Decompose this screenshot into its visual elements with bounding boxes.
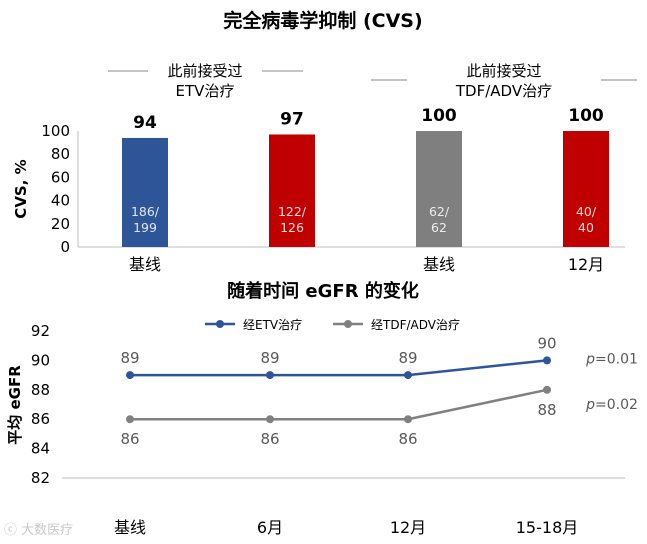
watermark: ⓒ 大数医疗	[4, 519, 73, 538]
bar	[269, 134, 315, 247]
line-category-label: 15-18月	[516, 518, 579, 537]
line-y-axis-label: 平均 eGFR	[6, 365, 24, 445]
data-point	[404, 371, 412, 380]
series-line	[130, 359, 548, 377]
bar-y-axis: 0 20 40 60 80 100	[41, 122, 79, 256]
group-header-etv: 此前接受过 ETV治疗	[167, 62, 242, 100]
line-category-labels: 基线 6月 12月 15-18月	[114, 518, 578, 537]
watermark-logo-icon: ⓒ	[4, 523, 18, 538]
data-label: 90	[537, 334, 556, 352]
legend: 经ETV治疗 经TDF/ADV治疗	[205, 318, 460, 332]
bar-fraction-label: 62/62	[429, 204, 450, 235]
bar-y-tick-label: 100	[41, 122, 70, 140]
line-y-tick-label: 92	[31, 322, 50, 340]
data-point	[126, 415, 134, 424]
p-value-label: p=0.01	[585, 351, 638, 367]
bar-fraction-label: 40/40	[576, 204, 597, 235]
bar-category-label: 基线	[129, 255, 161, 274]
line-category-label: 12月	[390, 518, 426, 537]
line-series: 89 89 89 90 p=0.01 86 86 86 88 p=0.02	[120, 334, 637, 448]
line-y-tick-label: 86	[31, 410, 50, 428]
bar	[122, 137, 168, 247]
bar-y-tick-label: 40	[51, 192, 70, 210]
line-y-tick-label: 88	[31, 381, 50, 399]
data-label: 86	[398, 430, 417, 448]
group-header-tdf-adv: 此前接受过 TDF/ADV治疗	[455, 62, 552, 100]
data-label: 86	[120, 430, 139, 448]
legend-marker	[344, 320, 352, 328]
data-point	[543, 356, 551, 365]
data-point	[543, 385, 551, 394]
line-category-label: 6月	[257, 518, 283, 537]
data-label: 86	[260, 430, 279, 448]
data-label: 89	[398, 349, 417, 367]
bar-category-label: 基线	[423, 255, 455, 274]
bars: 94 186/199 97 122/126 100 62/62 100 40/40	[122, 106, 609, 247]
legend-label: 经TDF/ADV治疗	[371, 318, 460, 332]
bar-value-label: 100	[421, 106, 457, 126]
p-value-label: p=0.02	[585, 397, 638, 413]
data-point	[266, 415, 274, 424]
line-y-tick-label: 82	[31, 469, 50, 487]
bar	[416, 131, 462, 247]
bar-y-tick-label: 20	[51, 215, 70, 233]
data-point	[266, 371, 274, 380]
line-y-tick-label: 84	[31, 440, 50, 458]
bar-value-label: 94	[133, 113, 157, 133]
line-chart-title: 随着时间 eGFR 的变化	[227, 280, 419, 302]
bar-y-axis-label: CVS, %	[12, 159, 30, 218]
line-y-tick-label: 90	[31, 351, 50, 369]
data-label: 88	[537, 401, 556, 419]
bar-fraction-label: 186/199	[131, 204, 160, 235]
bar-category-labels: 基线 基线 12月	[129, 255, 604, 274]
group-headers: 此前接受过 ETV治疗 此前接受过 TDF/ADV治疗	[108, 62, 637, 100]
bar-value-label: 97	[280, 109, 304, 129]
bar-y-tick-label: 60	[51, 168, 70, 186]
legend-label: 经ETV治疗	[243, 318, 302, 332]
bar-category-label: 12月	[568, 255, 604, 274]
line-y-axis: 82 84 86 88 90 92	[31, 322, 50, 487]
bar-y-tick-label: 80	[51, 145, 70, 163]
bar-fraction-label: 122/126	[278, 204, 307, 235]
bar-chart-title: 完全病毒学抑制 (CVS)	[223, 9, 422, 32]
bar-y-tick-label: 0	[60, 238, 70, 256]
line-category-label: 基线	[114, 518, 146, 537]
series-line	[130, 388, 548, 421]
data-label: 89	[260, 349, 279, 367]
data-label: 89	[120, 349, 139, 367]
bar-value-label: 100	[568, 106, 604, 126]
watermark-text: 大数医疗	[21, 523, 74, 538]
data-point	[126, 371, 134, 380]
legend-marker	[216, 320, 224, 328]
data-point	[404, 415, 412, 424]
bar	[563, 131, 609, 247]
